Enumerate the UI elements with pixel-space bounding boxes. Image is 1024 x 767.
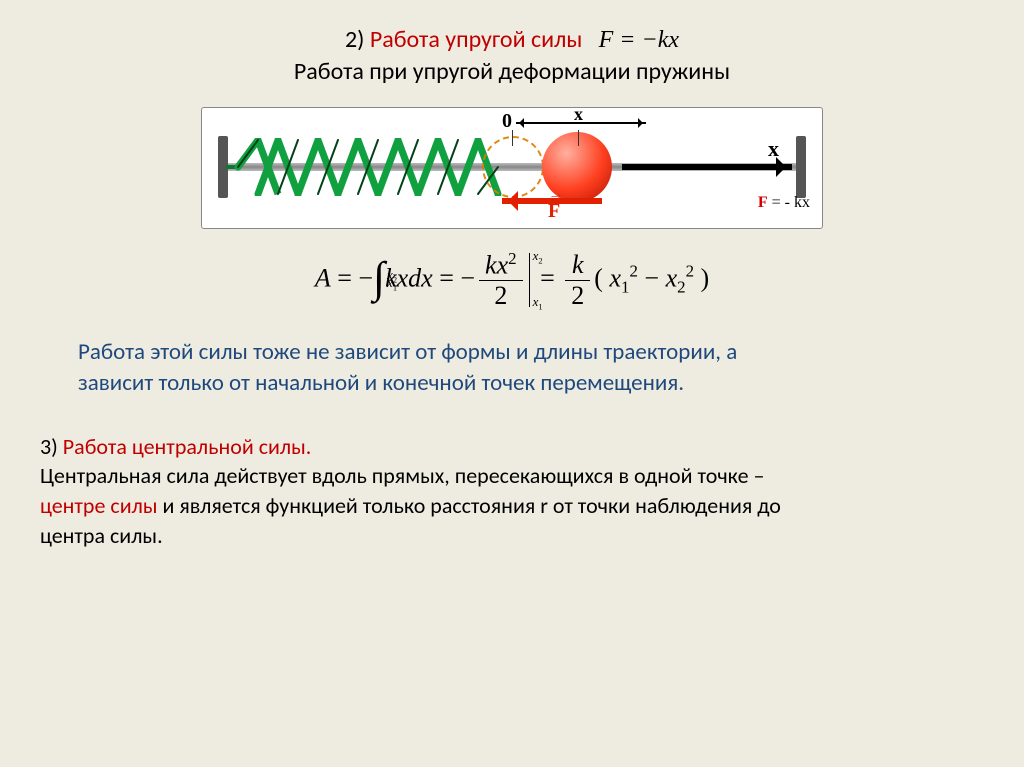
section3-line2b: и является функцией только расстояния r … — [158, 492, 781, 519]
eval-lower: x1 — [533, 295, 543, 311]
eval-bar: x2x1 — [529, 253, 530, 307]
section3-title: Работа центральной силы. — [63, 433, 312, 460]
section3-number: 3) — [40, 433, 63, 460]
int-lower: x1 — [387, 276, 397, 292]
title-block: 2) Работа упругой силы F = −kx Работа пр… — [0, 0, 1024, 89]
conclusion-trajectory: Работа этой силы тоже не зависит от форм… — [78, 337, 946, 399]
blue-line2: зависит только от начальной и конечной т… — [78, 369, 684, 397]
spring-diagram: 0 x x F F = - kx — [201, 107, 823, 229]
frac-kx2-over-2: kx22 — [479, 249, 523, 312]
tick-zero — [512, 130, 513, 146]
x-axis-label: x — [768, 136, 779, 162]
work-integral-equation: A = −∫x2x1kxdx = −kx22x2x1 = k2( x12 − x… — [0, 249, 1024, 312]
frac-k-over-2: k2 — [565, 250, 590, 311]
spring-icon — [226, 138, 506, 196]
wall-right — [796, 136, 806, 198]
equilibrium-circle — [482, 136, 544, 198]
force-equation-in-diagram: F = - kx — [758, 194, 810, 212]
eval-upper: x2 — [533, 249, 543, 265]
force-eq-rest: = - kx — [768, 194, 810, 211]
title-subtitle: Работа при упругой деформации пружины — [294, 57, 730, 86]
section3-line3: центра силы. — [40, 522, 163, 549]
force-eq-F: F — [758, 194, 768, 211]
section-number: 2) — [345, 25, 370, 54]
zero-label: 0 — [502, 110, 512, 133]
x-axis-arrow — [622, 164, 792, 170]
title-main: Работа упругой силы — [370, 25, 582, 54]
section3-line1: Центральная сила действует вдоль прямых,… — [40, 462, 764, 489]
blue-line1: Работа этой силы тоже не зависит от форм… — [78, 338, 737, 366]
force-vector-label: F — [548, 200, 560, 223]
slide: 2) Работа упругой силы F = −kx Работа пр… — [0, 0, 1024, 767]
x-span-label: x — [574, 104, 583, 125]
title-formula: F = −kx — [599, 27, 679, 53]
tick-x — [578, 130, 579, 146]
central-force-section: 3) Работа центральной силы. Центральная … — [40, 432, 984, 551]
section3-center-term: центре силы — [40, 492, 158, 519]
